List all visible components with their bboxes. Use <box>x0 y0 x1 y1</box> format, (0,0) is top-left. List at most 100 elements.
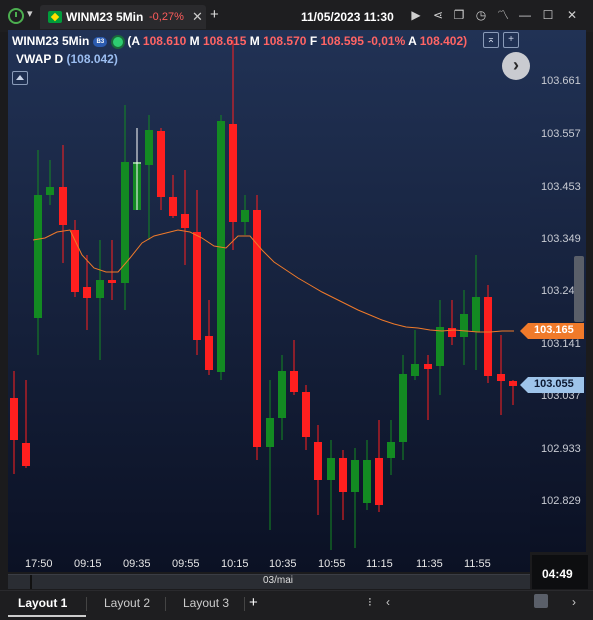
brazil-flag-icon <box>48 11 62 23</box>
exchange-badge: B3 <box>93 36 108 47</box>
more-icon[interactable]: ⁝ <box>368 595 372 609</box>
candle-body <box>472 297 480 332</box>
app-logo-icon[interactable] <box>8 8 24 24</box>
time-axis-label: 10:55 <box>318 558 346 570</box>
add-layout-button[interactable]: + <box>249 594 258 611</box>
tab-change: -0,27% <box>149 11 184 23</box>
paren: ( <box>127 34 132 48</box>
layout-tab-3[interactable]: Layout 3 <box>183 596 230 610</box>
close-value: 108.595 <box>320 34 364 48</box>
candle-body <box>46 187 54 195</box>
candle-body <box>290 371 298 392</box>
candle-body <box>181 214 189 228</box>
open-label: A <box>131 34 140 48</box>
candle-body <box>411 364 419 376</box>
layout-tab-2[interactable]: Layout 2 <box>104 596 151 610</box>
chart-area[interactable] <box>8 30 530 572</box>
candle-body <box>59 187 67 225</box>
price-axis-label: 103.141 <box>541 338 581 350</box>
time-axis-label: 09:35 <box>123 558 151 570</box>
navigator-handle[interactable] <box>30 575 32 589</box>
collapse-info-button[interactable]: ⌅ <box>483 32 499 48</box>
candle-body <box>424 364 432 369</box>
candle-body <box>253 210 261 447</box>
time-axis-label: 09:55 <box>172 558 200 570</box>
chart-tab[interactable]: WINM23 5Min -0,27% ✕ <box>40 5 206 29</box>
candle-body <box>375 458 383 505</box>
last-price-tag: 103.055 <box>520 377 584 393</box>
add-tab-button[interactable]: + <box>210 6 219 23</box>
restore-icon[interactable]: ❐ <box>453 8 465 22</box>
minimize-icon[interactable]: — <box>519 8 531 22</box>
candle-body <box>193 232 201 340</box>
layout-square-button[interactable] <box>534 594 548 608</box>
prev-layout-icon[interactable]: ‹ <box>386 595 390 609</box>
date-label: 03/mai <box>263 575 294 586</box>
open-value: 108.610 <box>142 34 187 48</box>
price-axis-label: 102.933 <box>541 443 581 455</box>
share-icon[interactable]: ⋖ <box>432 8 444 22</box>
candle-body <box>34 195 42 318</box>
layout-tab-1[interactable]: Layout 1 <box>18 596 68 610</box>
candle-body <box>387 442 395 458</box>
close-icon[interactable]: ✕ <box>566 8 578 22</box>
add-indicator-button[interactable]: + <box>503 32 519 48</box>
candle-body <box>10 398 18 440</box>
collapse-indicators-button[interactable] <box>12 71 28 85</box>
candle-body <box>460 314 468 337</box>
candle-body <box>22 443 30 466</box>
time-navigator[interactable]: 03/mai <box>8 574 530 589</box>
candle-body <box>145 130 153 165</box>
candle-body <box>363 460 371 503</box>
next-layout-icon[interactable]: › <box>572 595 576 609</box>
price-axis-label: 103.037 <box>541 390 581 402</box>
layout-bar: Layout 1 Layout 2 Layout 3 + ⁝ ‹ › <box>0 590 593 620</box>
low-value: 108.570 <box>263 34 307 48</box>
close-tab-icon[interactable]: ✕ <box>192 9 203 24</box>
vwap-value: (108.042) <box>66 52 118 66</box>
trend-icon[interactable]: 〽 <box>496 8 509 22</box>
replay-icon[interactable]: ▶ <box>411 8 421 22</box>
candle-body <box>229 124 237 222</box>
adjust-label: A <box>408 34 417 48</box>
scroll-right-button[interactable]: › <box>502 52 530 80</box>
high-value: 108.615 <box>203 34 247 48</box>
candle-body <box>399 374 407 442</box>
candle-body <box>509 381 517 386</box>
candle-body <box>121 162 129 283</box>
divider <box>244 597 245 611</box>
candle-body <box>278 371 286 418</box>
candle-body <box>351 460 359 492</box>
candle-body <box>339 458 347 492</box>
candle-countdown: 04:49 <box>532 555 588 589</box>
candle-body <box>484 297 492 376</box>
maximize-icon[interactable]: ☐ <box>542 8 554 22</box>
candle-body <box>241 210 249 222</box>
candle-body <box>327 458 335 480</box>
countdown-text: 04:49 <box>542 567 573 581</box>
live-status-icon <box>113 36 124 47</box>
time-axis-label: 11:15 <box>366 558 393 570</box>
candlestick-chart <box>10 40 517 550</box>
price-axis-scrollbar[interactable] <box>574 256 584 322</box>
time-axis-label: 10:35 <box>269 558 297 570</box>
candle-body <box>169 197 177 216</box>
low-label: M <box>249 34 260 48</box>
price-axis-label: 103.661 <box>541 75 581 87</box>
candle-body <box>436 327 444 366</box>
candle-body <box>71 230 79 292</box>
active-tab-indicator <box>8 615 86 617</box>
vwap-line <box>32 229 514 333</box>
candle-body <box>83 287 91 298</box>
history-icon[interactable]: ◷ <box>475 8 487 22</box>
price-axis-label: 103.557 <box>541 128 581 140</box>
candle-body <box>314 442 322 480</box>
title-bar: ▾ WINM23 5Min -0,27% ✕ + 11/05/2023 11:3… <box>0 0 593 32</box>
vwap-name: VWAP D <box>16 52 64 66</box>
chevron-down-icon[interactable]: ▾ <box>27 8 33 20</box>
price-axis-label: 103.24 <box>541 285 575 297</box>
vwap-indicator-label: VWAP D (108.042) <box>16 52 118 66</box>
price-axis-label: 102.829 <box>541 495 581 507</box>
vwap-price-tag: 103.165 <box>520 323 584 339</box>
price-axis-label: 103.349 <box>541 233 581 245</box>
